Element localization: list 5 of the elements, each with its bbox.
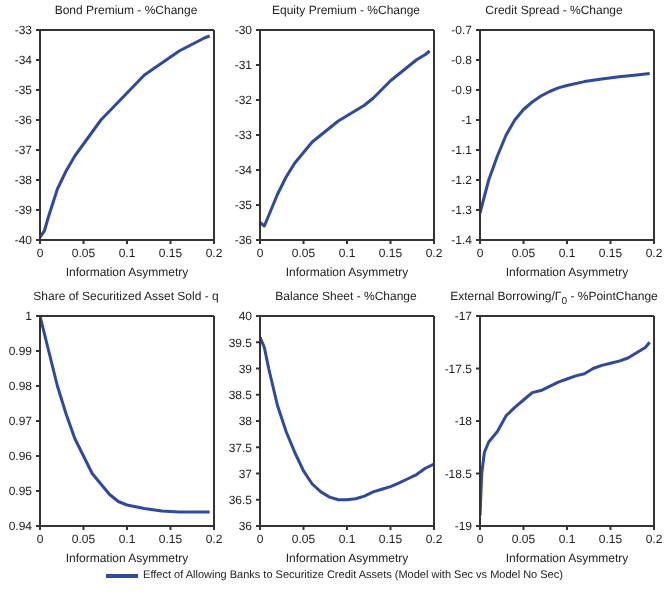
line-series	[260, 49, 432, 228]
line-series	[40, 34, 212, 239]
line-series	[480, 72, 652, 215]
line-series	[260, 335, 434, 502]
line-series	[480, 340, 652, 517]
